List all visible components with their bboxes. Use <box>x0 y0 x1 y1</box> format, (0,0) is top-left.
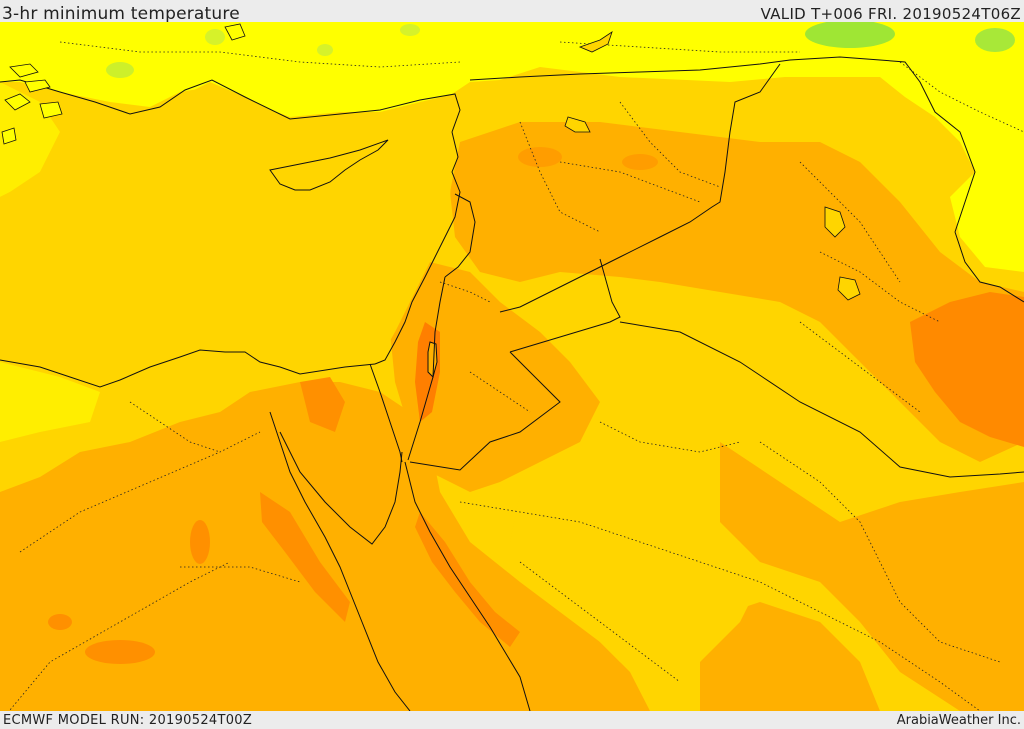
zone-se-orange <box>720 442 1024 711</box>
credit-label: ArabiaWeather Inc. <box>896 713 1021 728</box>
lake-tuz <box>224 23 246 41</box>
lake-van-area <box>578 31 613 53</box>
lake-habbaniyah <box>837 276 861 301</box>
zone-saudi-gold <box>510 482 760 682</box>
border-iraq-iran <box>954 231 1024 303</box>
zone-syria-dark-2 <box>622 154 658 170</box>
valid-time: VALID T+006 FRI. 20190524T06Z <box>760 5 1021 23</box>
zone-green-3 <box>106 62 134 78</box>
footer-bar: ECMWF MODEL RUN: 20190524T00Z ArabiaWeat… <box>0 711 1024 729</box>
border-jordan-iraq <box>509 258 621 353</box>
zone-green-4 <box>205 29 225 45</box>
zone-green-5 <box>317 44 333 56</box>
zone-green-6 <box>400 24 420 36</box>
cyprus-island <box>269 139 389 191</box>
zone-egypt-dark-2 <box>190 520 210 564</box>
zone-iraq-dark <box>910 292 1024 447</box>
zone-north-yellow <box>0 22 1024 272</box>
map-canvas <box>0 22 1024 711</box>
zone-levant-orange <box>390 262 600 492</box>
border-lebanon-syria <box>444 193 476 278</box>
border-syria-iraq <box>499 63 781 313</box>
lake-thartar <box>824 206 846 238</box>
zone-syria-dark-1 <box>518 147 562 167</box>
model-run-label: ECMWF MODEL RUN: 20190524T00Z <box>3 713 253 728</box>
zone-sinai-dark <box>300 377 345 432</box>
header-bar: 3-hr minimum temperature VALID T+006 FRI… <box>0 0 1024 24</box>
zone-egypt-dark-3 <box>48 614 72 630</box>
zone-libya-yellow <box>0 362 100 442</box>
temperature-map <box>0 22 1024 711</box>
zone-south-orange <box>700 602 880 711</box>
zone-green-2 <box>975 28 1015 52</box>
coast-red-sea-east <box>404 461 531 711</box>
aegean-islands <box>1 63 63 145</box>
border-turkey-syria <box>469 56 976 233</box>
zone-redsea-dark-1 <box>415 512 520 647</box>
coast-red-sea-west <box>269 411 411 711</box>
border-egypt-israel <box>369 363 403 463</box>
border-iraq-saudi <box>619 321 1024 478</box>
zone-egypt-orange <box>0 382 650 711</box>
coast-sinai-gulf <box>279 431 403 545</box>
zone-green-1 <box>805 22 895 48</box>
coast-levant <box>374 131 461 365</box>
border-jordan-saudi <box>409 351 561 471</box>
zone-redsea-dark-2 <box>260 492 350 622</box>
lake-assad <box>564 116 591 133</box>
border-israel-jordan <box>407 276 446 461</box>
zone-syria-orange <box>450 122 1024 462</box>
coast-turkey <box>0 79 461 133</box>
map-title: 3-hr minimum temperature <box>2 4 240 24</box>
zone-egypt-dark-1 <box>85 640 155 664</box>
coast-egypt-north <box>0 349 376 388</box>
